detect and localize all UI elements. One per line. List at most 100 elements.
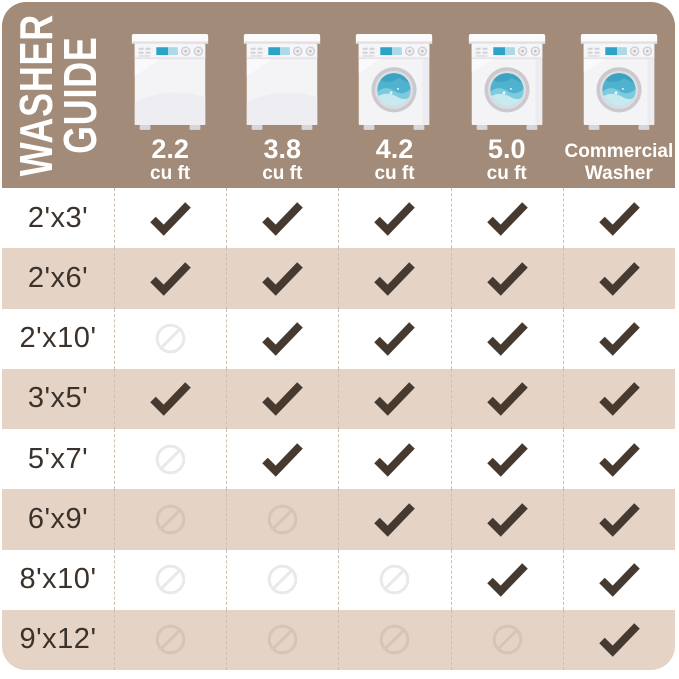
washer-column-label-line1: 3.8 (263, 134, 302, 164)
compatible-cell (562, 429, 675, 490)
compatible-cell (338, 368, 450, 429)
check-icon (599, 382, 640, 417)
compatible-cell (562, 308, 675, 369)
compatible-cell (450, 549, 563, 610)
rug-size-label: 2'x10' (19, 322, 97, 355)
header: WASHER GUIDE 2.2 cu ft (2, 2, 675, 188)
washer-column-header: 5.0 cu ft (451, 29, 563, 183)
check-icon (599, 262, 640, 296)
compatible-cell (562, 248, 675, 309)
compatible-cell (226, 368, 338, 429)
compatible-cell (226, 308, 338, 369)
rug-size-label: 3'x5' (27, 382, 89, 415)
check-icon (486, 563, 528, 597)
washer-column-header: 3.8 cu ft (226, 29, 338, 183)
check-icon (374, 262, 416, 296)
washer-column-label-line1: 5.0 (487, 134, 526, 164)
washer-column-label-line1: Commercial (564, 141, 674, 162)
compatible-cell (338, 248, 450, 309)
rug-size-label: 6'x9' (27, 502, 89, 535)
not-compatible-cell (114, 308, 226, 369)
not-compatible-cell (226, 549, 338, 610)
not-allowed-icon (155, 444, 186, 474)
not-compatible-cell (114, 489, 226, 550)
washer-column-label-line2: cu ft (262, 162, 303, 184)
check-icon (599, 563, 640, 597)
washer-column-header: 2.2 cu ft (114, 29, 226, 183)
check-icon (262, 382, 304, 417)
compatible-cell (450, 188, 563, 249)
check-icon (486, 382, 528, 417)
compatible-cell (114, 248, 226, 309)
compatible-cell (562, 489, 675, 550)
check-icon (486, 442, 528, 477)
not-allowed-icon (267, 625, 298, 655)
table-row: 2'x6' (2, 248, 675, 309)
compatible-cell (562, 368, 675, 429)
front-load-washer-icon (468, 34, 545, 130)
front-load-washer-icon (580, 34, 658, 130)
washer-column-label: 4.2 cu ft (374, 134, 414, 183)
not-allowed-icon (155, 625, 186, 655)
check-icon (599, 322, 640, 356)
check-icon (486, 201, 528, 236)
washer-column-label-line1: 4.2 (375, 134, 414, 164)
washer-column-label: 2.2 cu ft (150, 135, 190, 183)
check-icon (150, 262, 191, 296)
not-allowed-icon (155, 504, 186, 535)
rug-size-label: 5'x7' (27, 442, 89, 475)
page-title: WASHER GUIDE (9, 13, 106, 177)
check-icon (374, 503, 416, 537)
compatible-cell (338, 429, 450, 490)
check-icon (374, 201, 416, 236)
check-icon (150, 382, 191, 417)
check-icon (374, 322, 416, 356)
washer-icon (348, 29, 440, 133)
check-icon (486, 262, 528, 296)
page-title-line1: WASHER (9, 13, 62, 177)
check-icon (374, 382, 416, 417)
check-icon (262, 442, 304, 477)
compatible-cell (450, 368, 563, 429)
check-icon (599, 623, 640, 658)
washer-column-label: Commercial Washer (565, 141, 674, 186)
page-title-line2: GUIDE (54, 36, 106, 154)
not-allowed-icon (380, 564, 410, 595)
check-icon (262, 322, 304, 356)
compatible-cell (562, 549, 675, 610)
table-row: 8'x10' (2, 549, 675, 610)
compatibility-table: 2'x3' 2'x6' 2'x10' (2, 188, 675, 670)
washer-guide-card: WASHER GUIDE 2.2 cu ft (2, 2, 675, 670)
rug-size-label: 2'x6' (27, 261, 89, 294)
not-allowed-icon (492, 625, 522, 655)
compatible-cell (450, 248, 563, 309)
top-load-washer-icon (244, 34, 321, 130)
check-icon (262, 262, 304, 296)
not-allowed-icon (155, 323, 186, 354)
washer-icon (461, 29, 553, 133)
not-compatible-cell (114, 429, 226, 490)
compatible-cell (114, 188, 226, 249)
front-load-washer-icon (356, 34, 433, 130)
not-allowed-icon (267, 504, 298, 535)
not-allowed-icon (155, 564, 186, 595)
check-icon (599, 442, 640, 477)
not-compatible-cell (114, 549, 226, 610)
compatible-cell (562, 188, 675, 249)
check-icon (599, 201, 640, 236)
washer-column-header: Commercial Washer (563, 29, 675, 186)
compatible-cell (226, 248, 338, 309)
table-row: 3'x5' (2, 368, 675, 429)
compatible-cell (450, 489, 563, 550)
compatible-cell (562, 609, 675, 670)
not-compatible-cell (450, 609, 563, 670)
not-compatible-cell (338, 609, 450, 670)
not-compatible-cell (226, 609, 338, 670)
table-row: 9'x12' (2, 609, 675, 670)
table-row: 6'x9' (2, 489, 675, 550)
table-row: 5'x7' (2, 429, 675, 490)
rug-size-label: 8'x10' (19, 563, 97, 596)
table-row: 2'x10' (2, 308, 675, 369)
washer-column-label: 5.0 cu ft (487, 134, 527, 183)
check-icon (486, 322, 528, 356)
